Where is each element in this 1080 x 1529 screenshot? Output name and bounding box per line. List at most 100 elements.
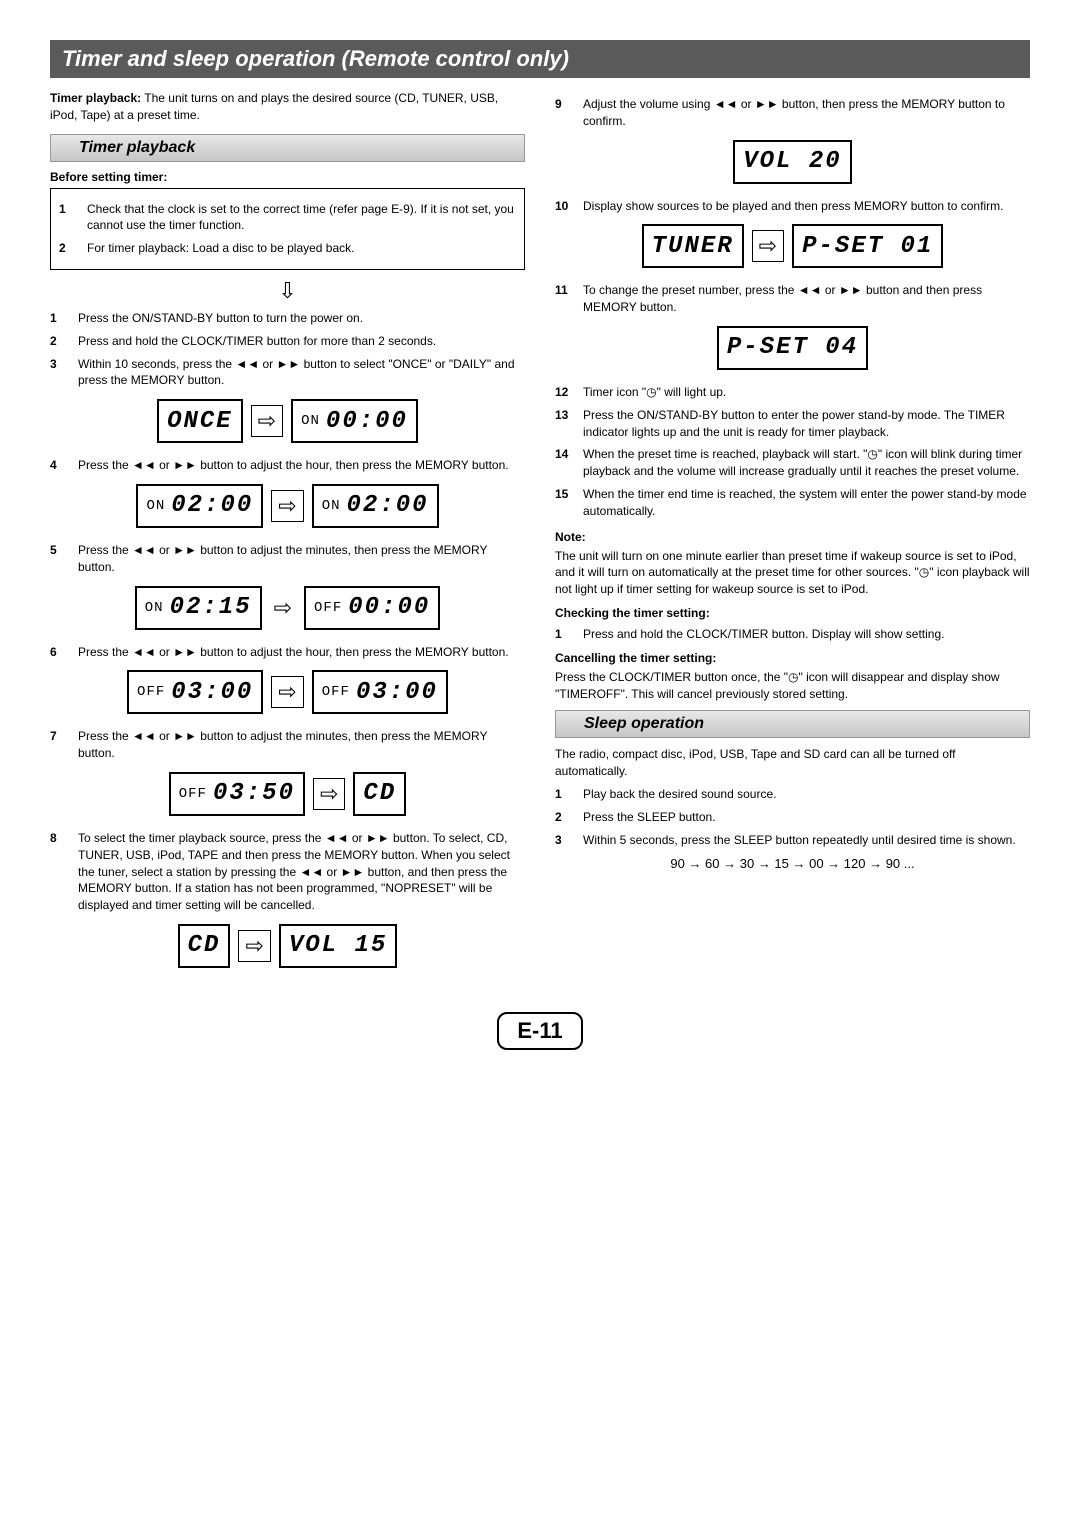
step-text: Press the SLEEP button.: [583, 809, 1030, 826]
step-number: 6: [50, 644, 70, 661]
lcd-display: CD: [178, 924, 231, 968]
lcd-row-step9: VOL 20: [555, 140, 1030, 184]
lcd-text: P-SET 04: [727, 334, 858, 361]
lcd-label: OFF: [137, 684, 165, 700]
lcd-time: 03:50: [213, 780, 295, 807]
step-text: To select the timer playback source, pre…: [78, 830, 525, 914]
lcd-label: OFF: [314, 600, 342, 616]
step-number: 10: [555, 198, 575, 215]
lcd-label: ON: [145, 600, 164, 616]
step-number: 1: [50, 310, 70, 327]
lcd-display: OFF 03:00: [127, 670, 263, 714]
step-number: 8: [50, 830, 70, 914]
content-columns: Timer playback: The unit turns on and pl…: [50, 90, 1030, 982]
page-title: Timer and sleep operation (Remote contro…: [50, 40, 1030, 78]
lcd-display: ON 02:00: [312, 484, 439, 528]
arrow-right-icon: ⇨: [313, 778, 345, 810]
lcd-label: ON: [146, 498, 165, 514]
checking-step: 1 Press and hold the CLOCK/TIMER button.…: [555, 626, 1030, 643]
step-8: 8 To select the timer playback source, p…: [50, 830, 525, 914]
sleep-sequence: 90 → 60 → 30 → 15 → 00 → 120 → 90 ...: [555, 856, 1030, 871]
sleep-step-3: 3 Within 5 seconds, press the SLEEP butt…: [555, 832, 1030, 849]
lcd-display: OFF 03:50: [169, 772, 305, 816]
lcd-display: ONCE: [157, 399, 243, 443]
arrow-right-icon: ⇨: [251, 405, 283, 437]
lcd-display: CD: [353, 772, 406, 816]
intro-block: Timer playback: The unit turns on and pl…: [50, 90, 525, 124]
step-number: 13: [555, 407, 575, 441]
step-12: 12 Timer icon "◷" will light up.: [555, 384, 1030, 401]
step-7: 7 Press the ◄◄ or ►► button to adjust th…: [50, 728, 525, 762]
lcd-time: 02:00: [347, 492, 429, 519]
step-number: 3: [555, 832, 575, 849]
lcd-display: ON 02:00: [136, 484, 263, 528]
step-3: 3 Within 10 seconds, press the ◄◄ or ►► …: [50, 356, 525, 390]
lcd-row-step8: CD ⇨ VOL 15: [50, 924, 525, 968]
step-5: 5 Press the ◄◄ or ►► button to adjust th…: [50, 542, 525, 576]
note-label: Note:: [555, 530, 1030, 544]
lcd-display: ON 00:00: [291, 399, 418, 443]
section-sleep: Sleep operation: [555, 710, 1030, 738]
step-number: 4: [50, 457, 70, 474]
lcd-text: ONCE: [167, 408, 233, 435]
lcd-label: ON: [301, 413, 320, 429]
lcd-row-step11: P-SET 04: [555, 326, 1030, 370]
lcd-row-step3: ONCE ⇨ ON 00:00: [50, 399, 525, 443]
lcd-display: ON 02:15: [135, 586, 262, 630]
lcd-display: OFF 00:00: [304, 586, 440, 630]
step-4: 4 Press the ◄◄ or ►► button to adjust th…: [50, 457, 525, 474]
step-number: 3: [50, 356, 70, 390]
lcd-display: P-SET 04: [717, 326, 868, 370]
step-15: 15 When the timer end time is reached, t…: [555, 486, 1030, 520]
step-number: 2: [555, 809, 575, 826]
step-10: 10 Display show sources to be played and…: [555, 198, 1030, 215]
right-column: 9 Adjust the volume using ◄◄ or ►► butto…: [555, 90, 1030, 982]
step-text: To change the preset number, press the ◄…: [583, 282, 1030, 316]
step-number: 5: [50, 542, 70, 576]
lcd-row-step10: TUNER ⇨ P-SET 01: [555, 224, 1030, 268]
lcd-time: 02:00: [171, 492, 253, 519]
arrow-right-icon: ⇨: [270, 595, 296, 621]
down-arrow-icon: ⇩: [50, 278, 525, 304]
step-text: Press the ON/STAND-BY button to turn the…: [78, 310, 525, 327]
step-9: 9 Adjust the volume using ◄◄ or ►► butto…: [555, 96, 1030, 130]
lcd-text: VOL 15: [289, 932, 387, 959]
lcd-label: OFF: [179, 786, 207, 802]
step-text: When the timer end time is reached, the …: [583, 486, 1030, 520]
pre-steps-box: 1 Check that the clock is set to the cor…: [50, 188, 525, 270]
step-13: 13 Press the ON/STAND-BY button to enter…: [555, 407, 1030, 441]
step-number: 2: [59, 240, 79, 257]
timer-playback-label: Timer playback:: [50, 91, 141, 105]
lcd-text: VOL 20: [743, 148, 841, 175]
arrow-right-icon: ⇨: [238, 930, 270, 962]
lcd-time: 03:00: [171, 679, 253, 706]
step-number: 1: [59, 201, 79, 235]
step-number: 1: [555, 786, 575, 803]
step-number: 1: [555, 626, 575, 643]
lcd-display: OFF 03:00: [312, 670, 448, 714]
lcd-label: OFF: [322, 684, 350, 700]
pre-step: 1 Check that the clock is set to the cor…: [59, 201, 516, 235]
step-14: 14 When the preset time is reached, play…: [555, 446, 1030, 480]
left-column: Timer playback: The unit turns on and pl…: [50, 90, 525, 982]
step-2: 2 Press and hold the CLOCK/TIMER button …: [50, 333, 525, 350]
lcd-time: 00:00: [348, 594, 430, 621]
pre-step: 2 For timer playback: Load a disc to be …: [59, 240, 516, 257]
section-timer-playback: Timer playback: [50, 134, 525, 162]
lcd-text: P-SET 01: [802, 233, 933, 260]
cancelling-text: Press the CLOCK/TIMER button once, the "…: [555, 669, 1030, 703]
arrow-right-icon: ⇨: [752, 230, 784, 262]
step-number: 9: [555, 96, 575, 130]
step-number: 15: [555, 486, 575, 520]
lcd-label: ON: [322, 498, 341, 514]
step-text: Check that the clock is set to the corre…: [87, 201, 516, 235]
page-number: E-11: [497, 1012, 582, 1050]
step-number: 11: [555, 282, 575, 316]
step-text: Adjust the volume using ◄◄ or ►► button,…: [583, 96, 1030, 130]
lcd-row-step6: OFF 03:00 ⇨ OFF 03:00: [50, 670, 525, 714]
step-1: 1 Press the ON/STAND-BY button to turn t…: [50, 310, 525, 327]
arrow-right-icon: ⇨: [271, 676, 303, 708]
step-text: Play back the desired sound source.: [583, 786, 1030, 803]
lcd-display: TUNER: [642, 224, 744, 268]
step-text: Timer icon "◷" will light up.: [583, 384, 1030, 401]
